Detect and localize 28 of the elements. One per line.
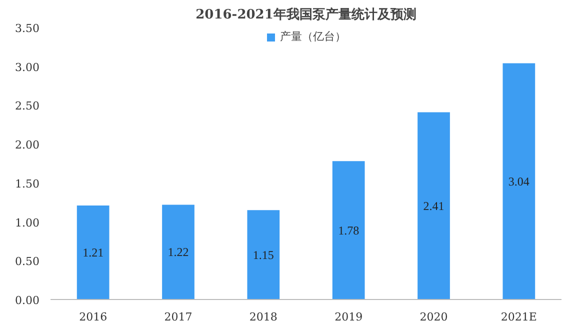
bar bbox=[332, 161, 365, 300]
x-tick-label: 2018 bbox=[249, 310, 278, 324]
bar bbox=[502, 63, 536, 300]
data-label: 1.21 bbox=[82, 245, 104, 260]
bar bbox=[247, 210, 280, 300]
y-tick-label: 3.00 bbox=[15, 60, 40, 74]
y-tick-label: 1.50 bbox=[15, 177, 40, 190]
data-label: 3.04 bbox=[508, 174, 530, 188]
chart-title: 2016-2021年我国泵产量统计及预测 bbox=[196, 6, 416, 22]
data-label: 2.41 bbox=[423, 198, 444, 213]
x-tick-label: 2021E bbox=[500, 310, 537, 324]
y-tick-label: 0.00 bbox=[15, 294, 40, 307]
y-tick-label: 2.00 bbox=[15, 138, 40, 152]
y-tick-label: 3.50 bbox=[15, 22, 40, 35]
y-tick-label: 2.50 bbox=[15, 100, 40, 113]
x-tick-label: 2016 bbox=[79, 310, 108, 324]
data-label: 1.22 bbox=[168, 245, 189, 260]
y-tick-label: 0.50 bbox=[15, 255, 40, 268]
x-tick-label: 2020 bbox=[420, 310, 448, 324]
data-label: 1.78 bbox=[338, 223, 360, 238]
y-tick-label: 1.00 bbox=[15, 216, 40, 230]
x-tick-label: 2017 bbox=[164, 310, 192, 324]
bar bbox=[418, 112, 450, 300]
legend-label: 产量（亿台） bbox=[280, 29, 346, 44]
bar bbox=[76, 205, 110, 300]
data-label: 1.15 bbox=[252, 248, 274, 262]
bar bbox=[162, 204, 194, 300]
x-tick-label: 2019 bbox=[334, 310, 363, 324]
